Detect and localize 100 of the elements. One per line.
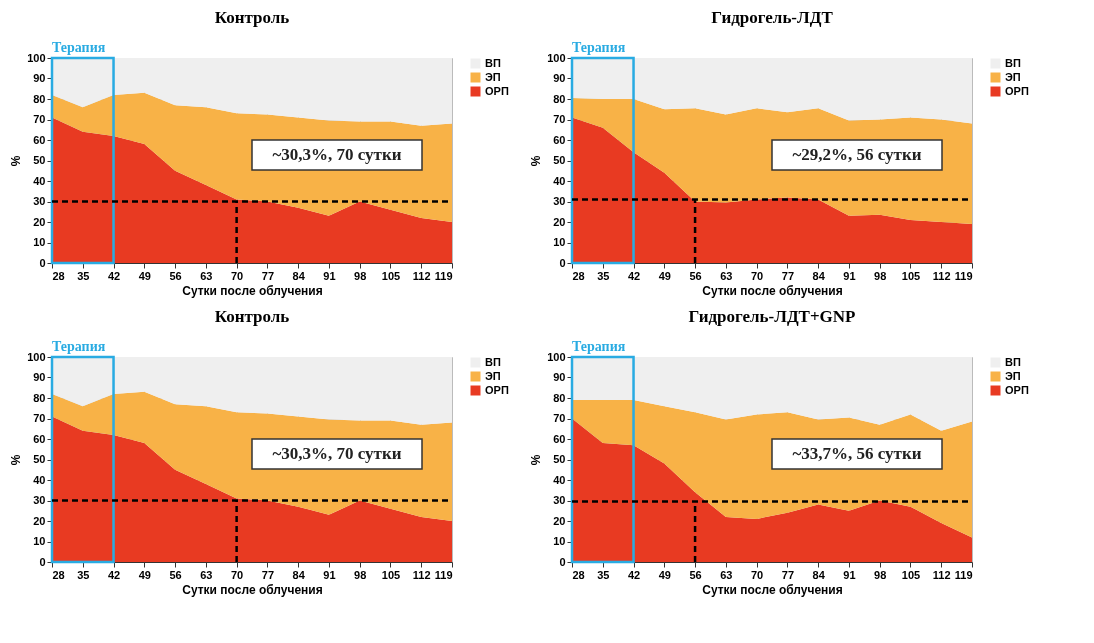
x-tick-label: 70 bbox=[230, 269, 244, 282]
y-tick-label: 80 bbox=[33, 92, 46, 105]
legend-label: ЭП bbox=[485, 369, 501, 382]
x-tick-label: 56 bbox=[169, 568, 182, 581]
x-tick-label: 84 bbox=[812, 568, 826, 581]
x-tick-label: 35 bbox=[77, 568, 90, 581]
y-tick-label: 60 bbox=[33, 133, 46, 146]
legend-label: ОРП bbox=[1005, 84, 1029, 97]
x-tick-label: 42 bbox=[627, 269, 641, 282]
band-label: Терапия bbox=[52, 40, 106, 55]
legend-label: ОРП bbox=[485, 84, 509, 97]
y-tick-label: 50 bbox=[553, 453, 566, 465]
y-tick-label: 90 bbox=[33, 371, 46, 383]
x-tick-label: 119 bbox=[954, 269, 973, 282]
y-tick-label: 70 bbox=[553, 412, 566, 424]
x-tick-label: 28 bbox=[52, 269, 65, 282]
x-tick-label: 28 bbox=[572, 568, 585, 581]
y-tick-label: 90 bbox=[553, 371, 566, 383]
x-axis-title: Сутки после облучения bbox=[702, 283, 843, 298]
x-tick-label: 84 bbox=[812, 269, 826, 282]
x-tick-label: 35 bbox=[597, 568, 610, 581]
y-tick-label: 0 bbox=[559, 555, 566, 568]
y-tick-label: 30 bbox=[33, 195, 46, 207]
y-tick-label: 10 bbox=[553, 236, 566, 248]
annotation: ~33,7%, 56 сутки bbox=[792, 444, 922, 463]
y-tick-label: 20 bbox=[33, 215, 46, 228]
x-tick-label: 56 bbox=[689, 568, 702, 581]
x-tick-label: 28 bbox=[52, 568, 65, 581]
band-label: Терапия bbox=[572, 339, 626, 354]
y-tick-label: 90 bbox=[553, 72, 566, 84]
x-tick-label: 77 bbox=[781, 269, 795, 282]
y-tick-label: 10 bbox=[553, 535, 566, 547]
y-tick-label: 10 bbox=[33, 236, 46, 248]
x-tick-label: 119 bbox=[954, 568, 973, 581]
x-tick-label: 119 bbox=[434, 269, 453, 282]
x-tick-label: 105 bbox=[381, 269, 401, 282]
x-axis-title: Сутки после облучения bbox=[182, 582, 323, 597]
x-tick-label: 49 bbox=[658, 568, 671, 581]
x-tick-label: 70 bbox=[750, 269, 764, 282]
annotation: ~29,2%, 56 сутки bbox=[792, 145, 922, 164]
x-tick-label: 77 bbox=[261, 269, 275, 282]
y-axis-title: % bbox=[529, 454, 544, 466]
y-tick-label: 40 bbox=[33, 174, 46, 187]
y-tick-label: 0 bbox=[559, 256, 566, 269]
x-tick-label: 63 bbox=[720, 568, 733, 581]
x-tick-label: 98 bbox=[874, 568, 887, 581]
y-tick-label: 20 bbox=[553, 215, 566, 228]
x-tick-label: 84 bbox=[292, 269, 306, 282]
y-tick-label: 20 bbox=[33, 514, 46, 527]
x-tick-label: 98 bbox=[354, 568, 367, 581]
x-tick-label: 28 bbox=[572, 269, 585, 282]
legend-label: ВП bbox=[485, 355, 501, 368]
legend-label: ВП bbox=[1005, 355, 1021, 368]
x-tick-label: 56 bbox=[169, 269, 182, 282]
x-tick-label: 77 bbox=[261, 568, 275, 581]
legend-label: ОРП bbox=[1005, 383, 1029, 396]
x-tick-label: 84 bbox=[292, 568, 306, 581]
chart-title: Гидрогель-ЛДТ+GNP bbox=[688, 307, 856, 326]
y-tick-label: 70 bbox=[553, 113, 566, 125]
y-tick-label: 50 bbox=[33, 453, 46, 465]
x-tick-label: 42 bbox=[627, 568, 641, 581]
chart-title: Контроль bbox=[214, 307, 290, 326]
x-tick-label: 98 bbox=[354, 269, 367, 282]
x-tick-label: 105 bbox=[901, 568, 921, 581]
y-tick-label: 80 bbox=[553, 92, 566, 105]
x-tick-label: 42 bbox=[107, 269, 121, 282]
y-tick-label: 80 bbox=[33, 391, 46, 404]
y-axis-title: % bbox=[529, 155, 544, 167]
band-label: Терапия bbox=[572, 40, 626, 55]
y-tick-label: 20 bbox=[553, 514, 566, 527]
x-tick-label: 91 bbox=[323, 568, 336, 581]
y-tick-label: 60 bbox=[553, 432, 566, 445]
y-axis-title: % bbox=[9, 454, 24, 466]
y-tick-label: 60 bbox=[33, 432, 46, 445]
band-label: Терапия bbox=[52, 339, 106, 354]
y-tick-label: 50 bbox=[33, 154, 46, 166]
annotation: ~30,3%, 70 сутки bbox=[272, 444, 402, 463]
y-tick-label: 0 bbox=[39, 555, 46, 568]
x-tick-label: 56 bbox=[689, 269, 702, 282]
y-tick-label: 100 bbox=[27, 51, 46, 64]
y-tick-label: 40 bbox=[553, 473, 566, 486]
y-tick-label: 10 bbox=[33, 535, 46, 547]
y-tick-label: 100 bbox=[547, 51, 566, 64]
x-tick-label: 63 bbox=[200, 269, 213, 282]
x-tick-label: 42 bbox=[107, 568, 121, 581]
legend-label: ЭП bbox=[1005, 369, 1021, 382]
y-tick-label: 70 bbox=[33, 113, 46, 125]
x-tick-label: 91 bbox=[843, 568, 856, 581]
x-tick-label: 70 bbox=[750, 568, 764, 581]
x-tick-label: 112 bbox=[932, 568, 951, 581]
annotation: ~30,3%, 70 сутки bbox=[272, 145, 402, 164]
legend-label: ВП bbox=[1005, 56, 1021, 69]
y-tick-label: 50 bbox=[553, 154, 566, 166]
x-tick-label: 112 bbox=[412, 568, 431, 581]
x-tick-label: 77 bbox=[781, 568, 795, 581]
y-tick-label: 100 bbox=[27, 350, 46, 363]
x-tick-label: 49 bbox=[658, 269, 671, 282]
x-axis-title: Сутки после облучения bbox=[182, 283, 323, 298]
x-tick-label: 105 bbox=[381, 568, 401, 581]
x-tick-label: 98 bbox=[874, 269, 887, 282]
